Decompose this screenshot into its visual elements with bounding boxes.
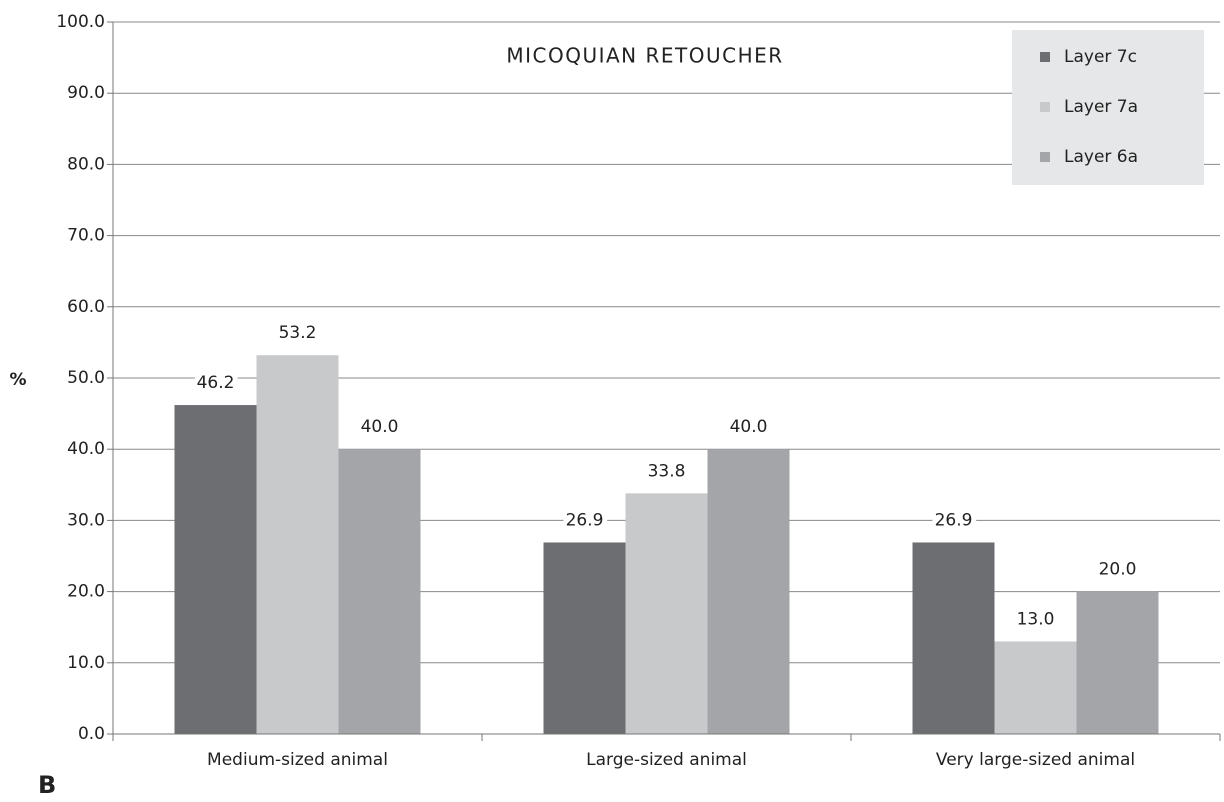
y-tick-label: 60.0 [67, 297, 105, 317]
data-label: 33.8 [648, 461, 686, 481]
y-tick-label: 90.0 [67, 83, 105, 103]
bar [543, 542, 626, 734]
x-tick-label: Medium-sized animal [207, 750, 388, 770]
data-label: 40.0 [730, 417, 768, 437]
data-label: 46.2 [197, 373, 235, 393]
y-tick-label: 30.0 [67, 510, 105, 530]
y-tick-label: 70.0 [67, 226, 105, 246]
y-tick-label: 80.0 [67, 154, 105, 174]
y-tick-label: 0.0 [78, 724, 105, 744]
x-tick-label: Very large-sized animal [936, 750, 1135, 770]
y-tick-label: 20.0 [67, 582, 105, 602]
y-tick-label: 100.0 [56, 12, 105, 32]
y-tick-label: 50.0 [67, 368, 105, 388]
bar [912, 542, 995, 734]
bar [338, 449, 421, 734]
data-label: 40.0 [361, 417, 399, 437]
bar [625, 493, 708, 734]
chart-title: MICOQUIAN RETOUCHER [506, 44, 783, 68]
y-axis-label: % [9, 370, 26, 390]
bar [174, 405, 257, 734]
legend-swatch [1040, 102, 1050, 112]
data-label: 53.2 [279, 323, 317, 343]
data-label: 26.9 [935, 510, 973, 530]
legend-label: Layer 7c [1064, 47, 1137, 67]
bar [994, 641, 1077, 734]
data-label: 13.0 [1017, 609, 1055, 629]
y-tick-label: 40.0 [67, 439, 105, 459]
bar [256, 355, 339, 734]
legend-swatch [1040, 52, 1050, 62]
panel-label: B [38, 771, 56, 799]
data-label: 20.0 [1099, 560, 1137, 580]
bar [1076, 591, 1159, 734]
y-tick-label: 10.0 [67, 653, 105, 673]
bar [707, 449, 790, 734]
x-tick-label: Large-sized animal [586, 750, 747, 770]
legend-label: Layer 7a [1064, 97, 1138, 117]
legend-label: Layer 6a [1064, 147, 1138, 167]
data-label: 26.9 [566, 510, 604, 530]
legend-swatch [1040, 152, 1050, 162]
